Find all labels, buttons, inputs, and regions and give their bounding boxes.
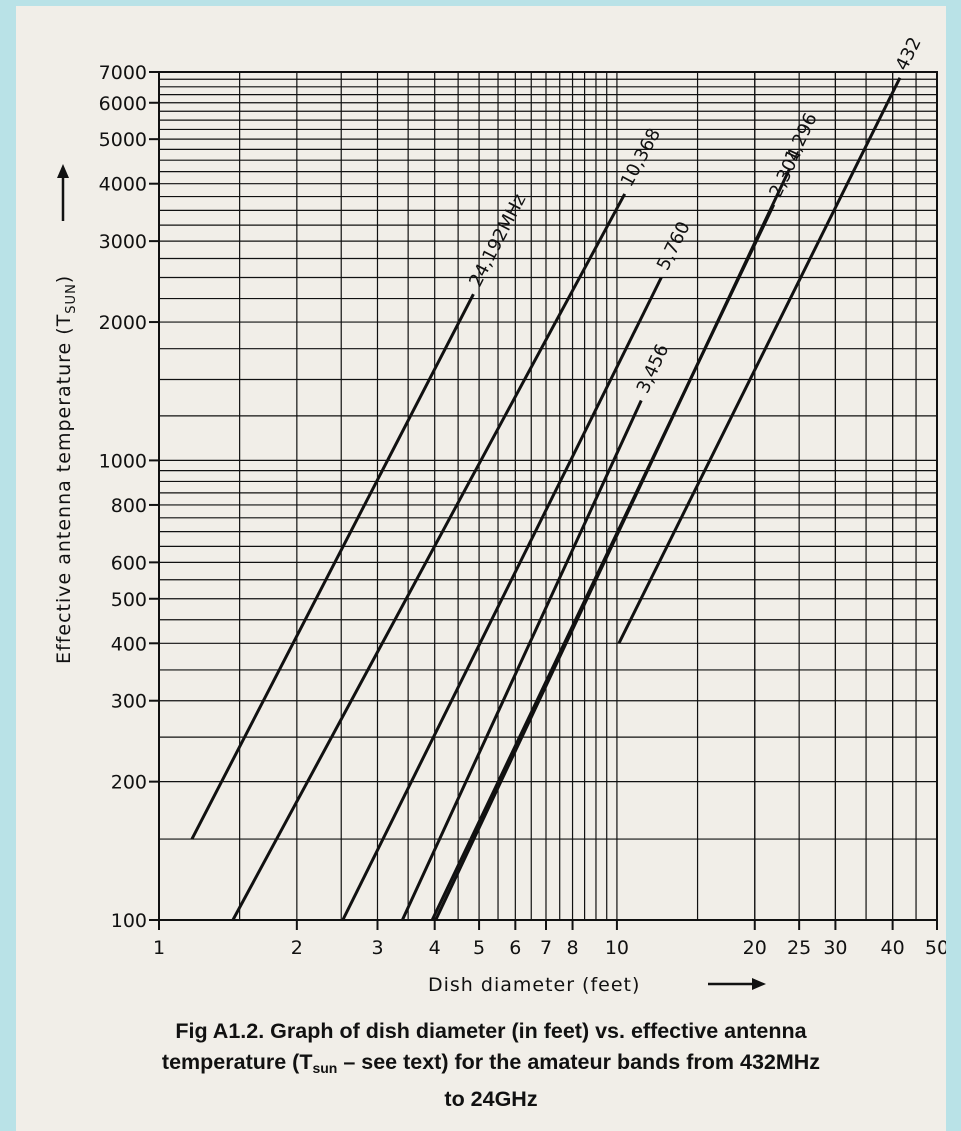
x-tick-label: 5 [473,937,485,959]
y-tick-label: 3000 [99,231,147,253]
caption-text: – see text) for the amateur bands from 4… [337,1050,821,1074]
y-tick-label: 7000 [99,62,147,84]
x-tick-label: 7 [540,937,552,959]
caption-line: temperature (Tsun – see text) for the am… [36,1047,946,1084]
x-tick-label: 6 [509,937,521,959]
x-tick-label: 4 [429,937,441,959]
x-tick-label: 1 [153,937,165,959]
y-tick-label: 800 [111,495,147,517]
x-tick-label: 3 [371,937,383,959]
x-axis-arrow-head [752,978,766,990]
y-tick-label: 4000 [99,174,147,196]
caption-line: Fig A1.2. Graph of dish diameter (in fee… [36,1016,946,1047]
caption-subscript: sun [312,1060,338,1076]
caption-text: Fig A1.2. Graph of dish diameter (in fee… [175,1019,807,1043]
caption-line: to 24GHz [36,1084,946,1115]
series-label-2: 5,760 [653,218,695,273]
series-label-1: 10,368 [617,125,665,190]
plot-frame [158,71,938,921]
chart: 100 200 300 400 500 600 800 1000 2000 3000 4000 500… [53,34,946,996]
x-tick-label: 25 [787,937,811,959]
series-label-6: 432 [892,34,926,74]
x-tick-label: 50 [925,937,946,959]
caption-text: to 24GHz [444,1087,538,1111]
x-tick-label: 2 [291,937,303,959]
y-tick-label: 400 [111,633,147,655]
figure-page: 100 200 300 400 500 600 800 1000 2000 3000 4000 500… [16,6,946,1131]
y-axis-arrow-head [57,164,69,178]
caption-text: temperature (T [161,1050,313,1074]
series-line-5 [434,168,791,921]
series-line-0 [190,293,475,840]
x-tick-label: 10 [605,937,629,959]
y-tick-label: 1000 [99,450,147,472]
y-tick-label: 300 [111,691,147,713]
series-label-5: 1,296 [781,110,822,166]
y-tick-label: 600 [111,552,147,574]
x-axis-title: Dish diameter (feet) [428,974,640,996]
x-tick-label: 20 [743,937,767,959]
series-line-2 [341,276,663,921]
y-tick-label: 200 [111,772,147,794]
series-line-1 [231,193,627,921]
figure-caption: Fig A1.2. Graph of dish diameter (in fee… [36,1016,946,1115]
y-axis-title: Effective antenna temperature (TSUN) [53,275,79,664]
series-line-6 [617,77,902,644]
y-tick-label: 100 [111,910,147,932]
y-tick-label: 6000 [99,93,147,115]
y-tick-label: 500 [111,589,147,611]
y-tick-label: 5000 [99,129,147,151]
y-tick-label: 2000 [99,312,147,334]
x-tick-label: 8 [567,937,579,959]
series-label-3: 3,456 [633,341,674,397]
x-tick-label: 40 [881,937,905,959]
x-tick-label: 30 [823,937,847,959]
series-line-3 [401,399,643,921]
